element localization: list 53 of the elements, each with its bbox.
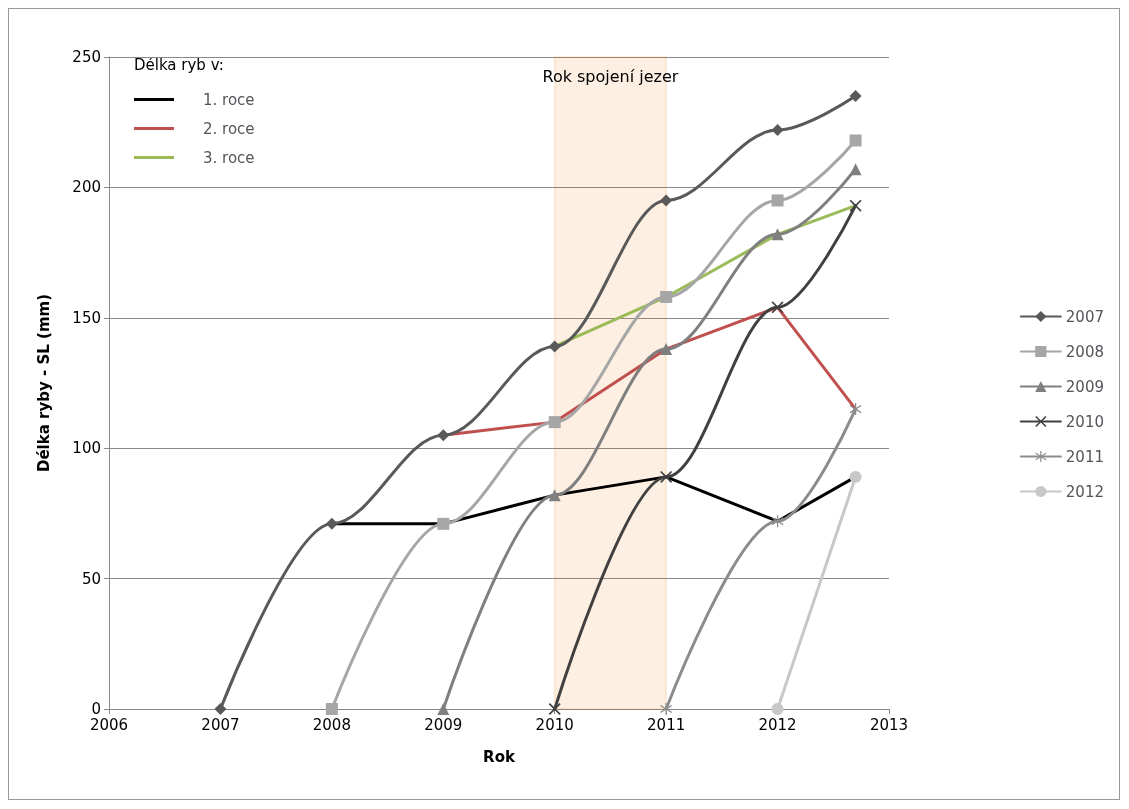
- point: [849, 90, 862, 103]
- legend-label: 2012: [1065, 482, 1105, 501]
- x-tick-label: 2006: [89, 715, 129, 734]
- x-tick-label: 2011: [647, 715, 686, 734]
- x-tick-label: 2010: [535, 715, 574, 734]
- point: [849, 199, 862, 212]
- point: [849, 134, 862, 147]
- point: [771, 703, 784, 715]
- y-axis-title: Délka ryby - SL (mm): [34, 293, 53, 473]
- legend-title: Délka ryb v:: [134, 55, 224, 74]
- y-tick-label: 100: [72, 439, 101, 458]
- point: [437, 429, 450, 442]
- point: [325, 703, 338, 715]
- point: [437, 517, 450, 530]
- y-tick-label: 250: [72, 48, 101, 66]
- point: [325, 517, 338, 530]
- point: [660, 703, 673, 715]
- x-tick-label: 2009: [424, 715, 463, 734]
- x-tick-label: 2007: [201, 715, 240, 734]
- point: [771, 228, 784, 241]
- x-tick-label: 2013: [869, 715, 909, 734]
- legend-label: 2008: [1065, 342, 1105, 361]
- point: [849, 163, 862, 176]
- point: [660, 194, 673, 207]
- point: [660, 470, 673, 483]
- point: [849, 403, 862, 416]
- legend-label: 2007: [1065, 307, 1105, 326]
- legend-label: 1. roce: [203, 90, 255, 109]
- point: [660, 290, 673, 303]
- point: [771, 194, 784, 207]
- point: [214, 703, 227, 715]
- legend-label: 2010: [1065, 412, 1105, 431]
- point: [548, 340, 561, 353]
- x-axis-title: Rok: [483, 747, 516, 766]
- point: [548, 416, 561, 429]
- x-tick-label: 2008: [312, 715, 351, 734]
- point: [437, 703, 450, 715]
- point: [548, 489, 561, 502]
- band-label: Rok spojení jezer: [542, 66, 679, 86]
- y-tick-label: 150: [72, 308, 101, 327]
- y-tick-label: 50: [81, 569, 101, 588]
- y-tick-label: 0: [91, 700, 101, 718]
- point: [548, 703, 561, 715]
- x-tick-label: 2012: [758, 715, 797, 734]
- point: [660, 343, 673, 356]
- legend-label: 2011: [1065, 447, 1105, 466]
- point: [771, 301, 784, 314]
- legend-label: 3. roce: [203, 148, 255, 167]
- point: [771, 124, 784, 137]
- legend-label: 2009: [1065, 377, 1105, 396]
- point: [849, 470, 862, 483]
- legend-label: 2. roce: [203, 119, 255, 138]
- y-tick-label: 200: [72, 178, 101, 197]
